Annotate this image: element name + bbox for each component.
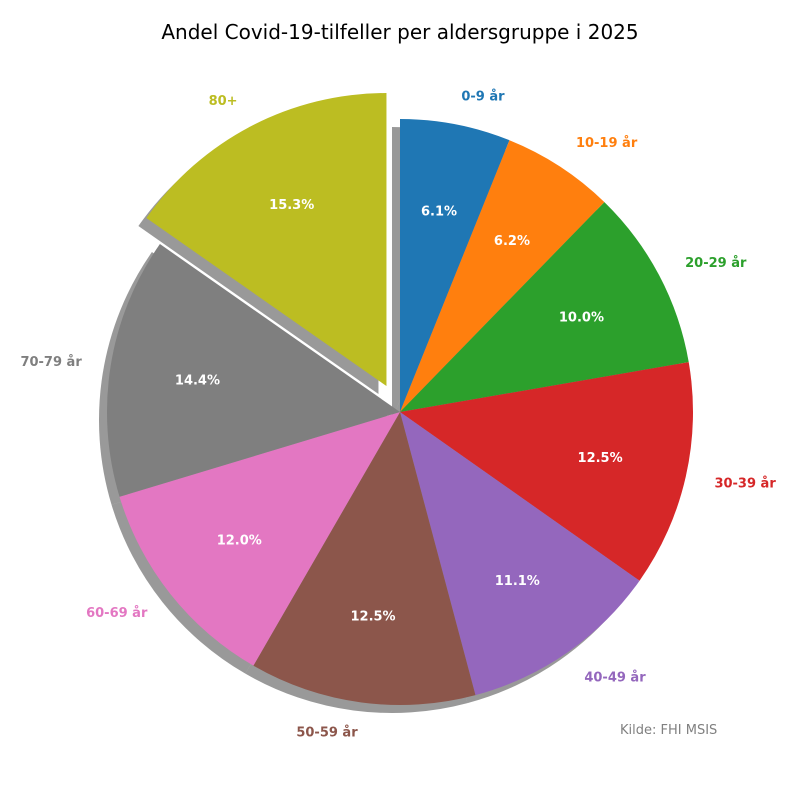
- category-label: 80+: [209, 94, 238, 109]
- category-label: 70-79 år: [20, 355, 82, 370]
- category-label: 50-59 år: [296, 726, 358, 741]
- pct-label: 6.2%: [494, 234, 530, 249]
- chart-title: Andel Covid-19-tilfeller per aldersgrupp…: [161, 20, 639, 44]
- category-label: 60-69 år: [86, 606, 148, 621]
- source-note: Kilde: FHI MSIS: [620, 723, 718, 738]
- pct-label: 12.5%: [350, 609, 395, 624]
- pie-slice-1: [400, 140, 605, 413]
- pct-label: 6.1%: [421, 205, 457, 220]
- pie-slice-0: [400, 119, 510, 412]
- pct-label: 14.4%: [175, 374, 220, 389]
- category-label: 40-49 år: [584, 670, 646, 685]
- pct-label: 12.5%: [578, 451, 623, 466]
- pct-label: 15.3%: [269, 198, 314, 213]
- category-label: 30-39 år: [714, 477, 776, 492]
- pie-slice-2: [400, 202, 689, 412]
- pct-label: 11.1%: [495, 574, 540, 589]
- pie-slice-3: [400, 362, 693, 581]
- category-label: 20-29 år: [685, 256, 747, 271]
- pie-slice-7: [106, 244, 401, 497]
- category-label: 10-19 år: [576, 136, 638, 151]
- pct-label: 12.0%: [217, 533, 262, 548]
- pie-slice-5: [253, 412, 476, 705]
- pct-label: 10.0%: [559, 310, 604, 325]
- category-label: 0-9 år: [461, 90, 505, 105]
- pie-slice-6: [119, 412, 400, 666]
- pie-slice-4: [400, 412, 640, 696]
- pie-slice-8: [146, 93, 387, 387]
